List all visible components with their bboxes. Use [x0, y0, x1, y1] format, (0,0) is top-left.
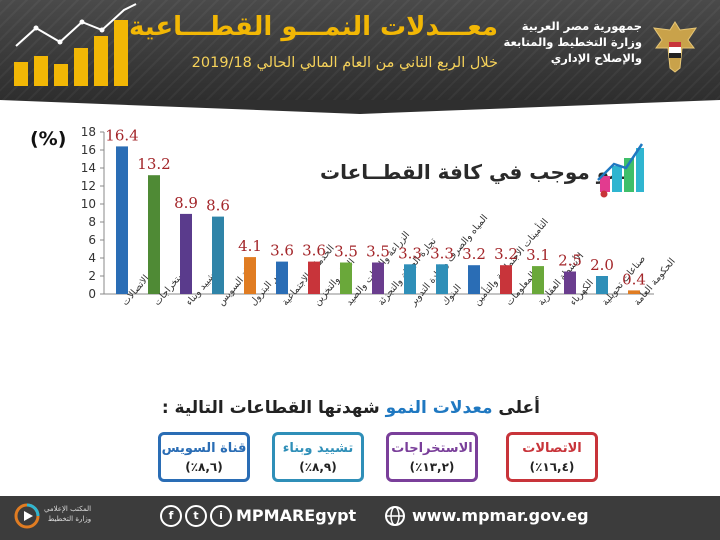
bar	[564, 271, 576, 294]
logo-line: وزارة التخطيط	[47, 515, 92, 523]
bar-value-label: 3.6	[302, 242, 326, 260]
sector-name: قناة السويس	[161, 441, 247, 456]
y-tick-label: 16	[81, 143, 96, 157]
y-tick-label: 14	[81, 161, 96, 175]
bar-value-label: 8.6	[206, 197, 230, 215]
bar-value-label: 3.1	[526, 246, 550, 264]
bar	[468, 265, 480, 294]
sector-name: الاستخراجات	[391, 441, 473, 456]
eagle-emblem-icon	[652, 21, 698, 73]
y-tick-label: 0	[88, 287, 96, 301]
footer	[0, 496, 720, 540]
sector-name: تشييد وبناء	[282, 441, 354, 456]
bar-value-label: 8.9	[174, 194, 198, 212]
bar	[116, 146, 128, 294]
bar-value-label: 2.5	[558, 252, 582, 270]
ministry-line: جمهورية مصر العربية	[521, 19, 642, 33]
growth-chart-icon	[14, 3, 137, 86]
bar	[276, 261, 288, 294]
sector-box-telecom: الاتصالات (١٦,٤٪)	[506, 432, 598, 482]
bar-value-label: 16.4	[105, 126, 138, 144]
sector-box-extractions: الاستخراجات (١٣,٢٪)	[386, 432, 478, 482]
bar	[436, 264, 448, 294]
bar-value-label: 3.3	[430, 244, 454, 262]
ministry-line: والإصلاح الإداري	[550, 51, 642, 65]
logo-line: المكتب الإعلامي	[44, 505, 92, 513]
bar-value-label: 3.6	[270, 242, 294, 260]
bar	[628, 290, 640, 294]
sector-box-suez-canal: قناة السويس (٨,٦٪)	[158, 432, 250, 482]
instagram-icon[interactable]: i	[210, 505, 232, 527]
rising-bars-icon	[597, 143, 644, 198]
y-unit-label: (%)	[30, 128, 67, 150]
bar-value-label: 3.5	[366, 243, 390, 261]
ministry-line: وزارة التخطيط والمتابعة	[503, 35, 643, 49]
page-title: معـــدلات النمـــو القطـــاعية	[128, 12, 498, 42]
y-tick-label: 6	[88, 233, 96, 247]
bar	[404, 264, 416, 294]
bar	[244, 257, 256, 294]
bar	[308, 261, 320, 294]
heading-suffix: شهدتها القطاعات التالية :	[161, 398, 380, 418]
bar-value-label: 3.5	[334, 243, 358, 261]
bar-value-label: 13.2	[137, 155, 170, 173]
y-tick-label: 8	[88, 215, 96, 229]
bar-value-label: 2.0	[590, 256, 614, 274]
bar-value-label: 3.3	[398, 244, 422, 262]
y-tick-label: 10	[81, 197, 96, 211]
ministry-name: جمهورية مصر العربية وزارة التخطيط والمتا…	[504, 18, 643, 66]
sector-value: (٨,٩٪)	[299, 460, 337, 474]
header-arrow	[0, 100, 720, 114]
bar-value-label: 0.4	[622, 270, 646, 288]
bar-value-label: 3.2	[494, 245, 518, 263]
sector-value: (١٦,٤٪)	[529, 460, 575, 474]
twitter-icon[interactable]: t	[185, 505, 207, 527]
header: معـــدلات النمـــو القطـــاعية خلال الرب…	[0, 0, 720, 100]
media-office-logo-icon	[14, 503, 40, 529]
globe-icon	[385, 506, 405, 526]
sector-box-construction: تشييد وبناء (٨,٩٪)	[272, 432, 364, 482]
bar-value-label: 4.1	[238, 237, 262, 255]
y-tick-label: 18	[81, 125, 96, 139]
sector-value: (٨,٦٪)	[185, 460, 223, 474]
bar-value-label: 3.2	[462, 245, 486, 263]
y-tick-label: 4	[88, 251, 96, 265]
heading-prefix: أعلى	[498, 398, 540, 418]
website-link[interactable]: www.mpmar.gov.eg	[412, 506, 589, 525]
heading-highlight: معدلات النمو	[385, 398, 493, 418]
sector-value: (١٣,٢٪)	[409, 460, 455, 474]
bar	[148, 175, 160, 294]
bar	[372, 262, 384, 294]
y-tick-label: 12	[81, 179, 96, 193]
page-subtitle: خلال الربع الثاني من العام المالي الحالي…	[191, 55, 498, 71]
bar	[596, 276, 608, 294]
bar	[500, 265, 512, 294]
y-tick-label: 2	[88, 269, 96, 283]
social-handle[interactable]: MPMAREgypt	[236, 506, 357, 525]
growth-note: نمو موجب في كافة القطــاعات	[320, 160, 631, 184]
bar	[340, 262, 352, 294]
facebook-icon[interactable]: f	[160, 505, 182, 527]
highest-growth-heading: أعلى معدلات النمو شهدتها القطاعات التالي…	[162, 398, 540, 418]
bar	[532, 266, 544, 294]
bar	[212, 216, 224, 294]
media-office-label: المكتب الإعلامي وزارة التخطيط	[44, 504, 91, 524]
bar	[180, 213, 192, 294]
sector-name: الاتصالات	[522, 441, 582, 456]
